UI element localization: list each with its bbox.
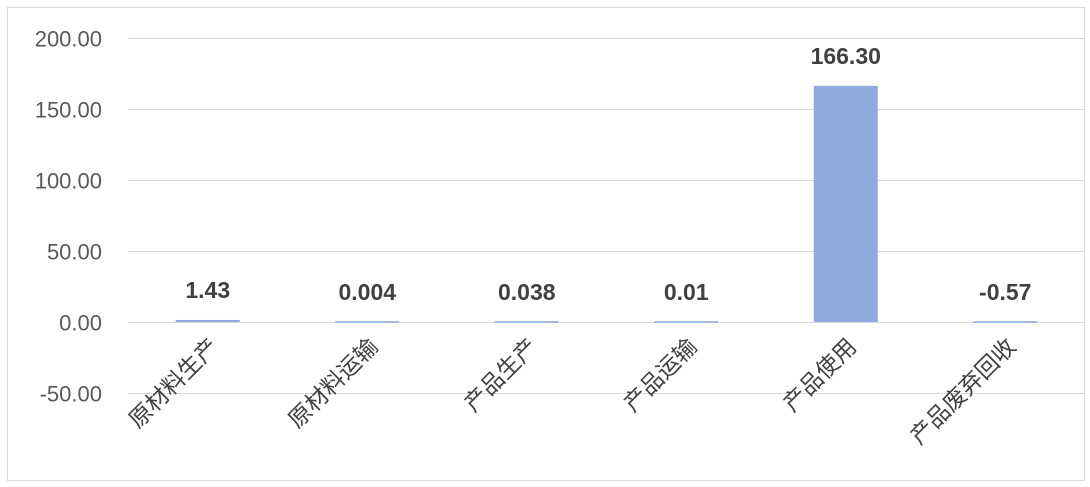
bar	[813, 85, 878, 322]
category-label: 产品废弃回收	[906, 334, 1022, 450]
y-tick-label: 150.00	[35, 98, 102, 123]
x-axis-category-labels: 原材料生产 原材料运输 产品生产 产品运输 产品使用 产品废弃回收	[124, 334, 1021, 450]
bar	[973, 321, 1038, 323]
category-label: 原材料运输	[284, 334, 384, 434]
bar	[175, 319, 240, 322]
y-tick-label: -50.00	[40, 382, 102, 407]
chart-area	[7, 7, 1085, 481]
y-tick-label: 0.00	[59, 311, 102, 336]
bars	[175, 85, 1038, 323]
data-label: 0.004	[338, 279, 396, 305]
category-label: 产品运输	[619, 334, 702, 417]
data-label: 0.01	[664, 279, 709, 305]
data-label: 1.43	[185, 277, 230, 303]
y-tick-label: 200.00	[35, 27, 102, 52]
bar	[494, 321, 559, 323]
category-label: 原材料生产	[124, 334, 224, 434]
y-axis-tick-labels: 200.00 150.00 100.00 50.00 0.00 -50.00	[35, 27, 102, 407]
gridlines	[128, 38, 1085, 394]
data-label: -0.57	[979, 279, 1031, 305]
bar	[335, 321, 400, 323]
data-labels: 1.43 0.004 0.038 0.01 166.30 -0.57	[185, 43, 1031, 305]
category-label: 产品使用	[779, 334, 862, 417]
category-label: 产品生产	[460, 334, 543, 417]
y-tick-label: 100.00	[35, 169, 102, 194]
y-tick-label: 50.00	[47, 240, 102, 265]
bar	[654, 321, 719, 323]
data-label: 0.038	[498, 279, 556, 305]
data-label: 166.30	[811, 43, 881, 69]
